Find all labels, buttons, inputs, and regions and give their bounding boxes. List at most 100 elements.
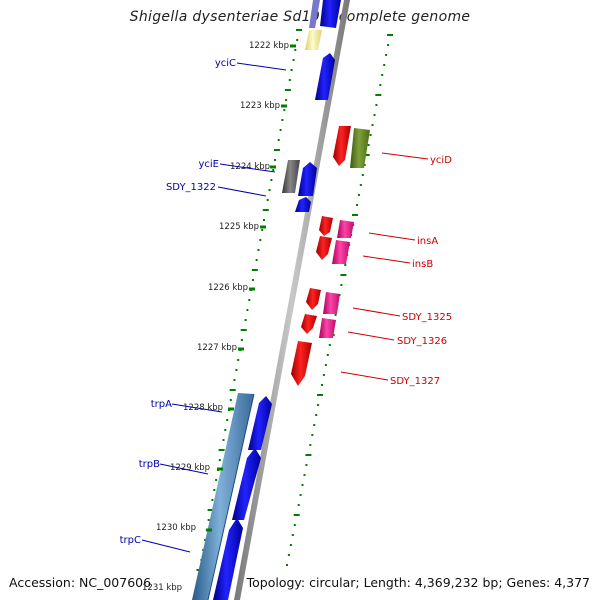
- gene-yciD-olive: [350, 128, 370, 168]
- gene-label-yciC[interactable]: yciC: [215, 58, 236, 69]
- gene-gray: [282, 160, 300, 193]
- gene-SDY_1326-pink: [319, 318, 336, 338]
- ruler-dot: [317, 394, 323, 396]
- gene-label-insB[interactable]: insB: [412, 259, 433, 270]
- gene-label-SDY_1322[interactable]: SDY_1322: [166, 182, 216, 193]
- gene-label-trpA[interactable]: trpA: [151, 399, 172, 410]
- ruler-dot: [367, 144, 370, 146]
- gene-label-yciE[interactable]: yciE: [198, 159, 219, 170]
- ruler-dot: [215, 479, 218, 481]
- gene-label-trpB[interactable]: trpB: [139, 459, 160, 470]
- ruler-dot: [324, 364, 327, 366]
- gene-yciE-blue: [298, 162, 317, 196]
- ruler-dot: [385, 54, 388, 56]
- ruler-dot: [334, 314, 337, 316]
- ruler-dot: [240, 329, 247, 331]
- scale-label-1231: 1231 kbp: [142, 583, 182, 593]
- ruler-dot: [305, 454, 312, 456]
- gene-trpA: [248, 396, 272, 450]
- ruler-dot: [297, 504, 300, 506]
- scale-label-1222: 1222 kbp: [249, 41, 289, 51]
- ruler-dot: [213, 489, 216, 491]
- ruler-dot: [207, 519, 210, 521]
- gene-trpC: [213, 518, 243, 600]
- ruler-dot: [291, 534, 294, 536]
- ruler-dot: [277, 139, 280, 141]
- ruler-dot: [240, 339, 243, 341]
- gene-label-SDY_1326[interactable]: SDY_1326: [397, 336, 447, 347]
- ruler-dot: [229, 399, 232, 401]
- gene-label-insA[interactable]: insA: [417, 236, 438, 247]
- accession-label: Accession: NC_007606: [9, 575, 152, 590]
- ruler-dot: [352, 214, 358, 216]
- ruler-dot: [315, 414, 318, 416]
- ruler-dot: [226, 419, 229, 421]
- ruler-dot: [326, 354, 329, 356]
- ruler-dot: [369, 134, 372, 136]
- scale-label-1227: 1227 kbp: [197, 343, 237, 353]
- ruler-dot: [262, 209, 269, 211]
- gene-forward-top: [309, 0, 341, 28]
- scale-label-1230: 1230 kbp: [156, 523, 196, 533]
- ruler-dot: [251, 279, 254, 281]
- gene-label-SDY_1327[interactable]: SDY_1327: [390, 376, 440, 387]
- ruler-dot: [296, 29, 302, 31]
- ruler-dot: [281, 119, 284, 121]
- ruler-dot: [255, 259, 258, 261]
- gene-insA-pink: [337, 220, 354, 238]
- ruler-dot: [292, 59, 295, 61]
- ruler-dot: [317, 404, 320, 406]
- gene-insA-red: [319, 216, 333, 236]
- ruler-dot: [375, 104, 378, 106]
- ruler-dot: [274, 159, 277, 161]
- ruler-dot: [288, 79, 291, 81]
- ruler-dot: [244, 319, 247, 321]
- ruler-dot: [344, 264, 347, 266]
- gene-trpB: [232, 448, 261, 520]
- ruler-track-left: [193, 29, 302, 600]
- ruler-dot: [311, 434, 314, 436]
- ruler-dot: [283, 109, 286, 111]
- ruler-dot: [387, 34, 393, 36]
- gene-SDY_1325-pink: [323, 292, 340, 314]
- ruler-dot: [235, 369, 238, 371]
- ruler-dot: [361, 174, 364, 176]
- ruler-dot: [328, 344, 331, 346]
- ruler-dot: [289, 544, 292, 546]
- gene-yciD-red: [333, 126, 351, 166]
- gene-label-trpC[interactable]: trpC: [120, 535, 141, 546]
- scale-label-1223: 1223 kbp: [240, 101, 280, 111]
- gene-SDY_1327: [291, 341, 312, 386]
- ruler-dot: [218, 449, 225, 451]
- ruler-dot: [270, 179, 273, 181]
- gene-SDY_1325-red: [306, 288, 321, 310]
- ruler-dot: [363, 154, 370, 156]
- scale-label-1225: 1225 kbp: [219, 222, 259, 232]
- ruler-dot: [321, 384, 323, 386]
- gene-label-SDY_1325[interactable]: SDY_1325: [402, 312, 452, 323]
- ruler-dot: [257, 249, 260, 251]
- scale-label-1228: 1228 kbp: [183, 403, 223, 413]
- ruler-dot: [356, 204, 358, 206]
- ruler-dot: [313, 424, 316, 426]
- gene-label-yciD[interactable]: yciD: [430, 155, 452, 166]
- scale-label-1229: 1229 kbp: [170, 463, 210, 473]
- ruler-dot: [305, 464, 308, 466]
- ruler-dot: [233, 379, 236, 381]
- operon-band: [192, 393, 254, 600]
- scale-label-1226: 1226 kbp: [208, 283, 248, 293]
- ruler-dot: [251, 269, 258, 271]
- ruler-dot: [207, 509, 214, 511]
- ruler-dot: [268, 189, 271, 191]
- ruler-dot: [284, 89, 291, 91]
- gene-SDY_1322: [295, 197, 311, 212]
- ruler-dot: [379, 84, 382, 86]
- ruler-dot: [299, 494, 302, 496]
- ruler-dot: [290, 69, 293, 71]
- ruler-dot: [273, 149, 280, 151]
- ruler-dot: [375, 94, 382, 96]
- gene-pale: [305, 30, 322, 50]
- ruler-dot: [371, 124, 374, 126]
- map-title: Shigella dysenteriae Sd197, complete gen…: [129, 9, 471, 25]
